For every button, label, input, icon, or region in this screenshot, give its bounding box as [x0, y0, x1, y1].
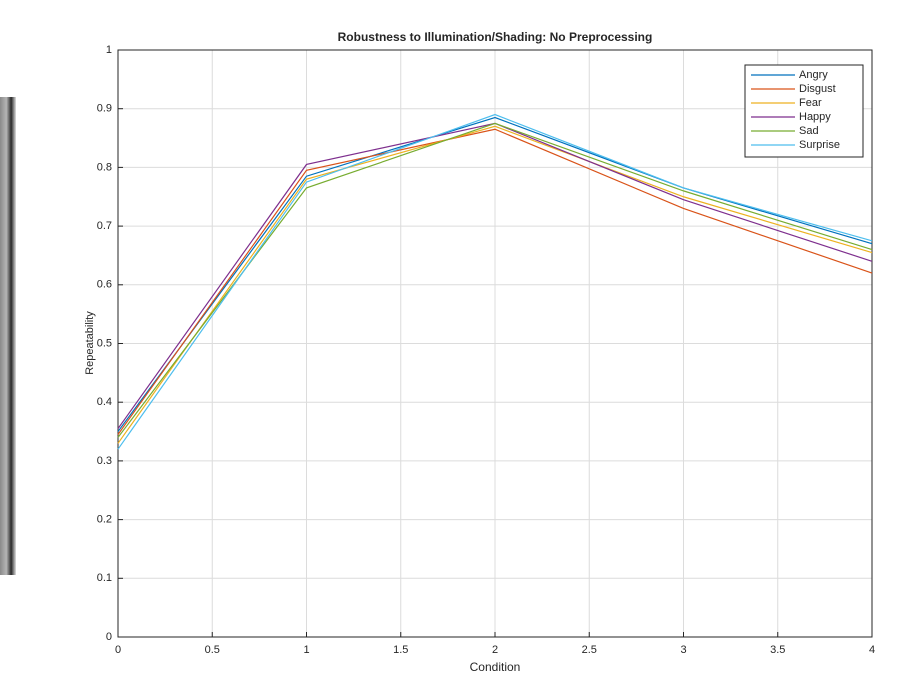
y-tick-label: 0.7	[97, 220, 112, 232]
legend-box	[744, 64, 864, 158]
series-line	[117, 116, 873, 432]
y-tick-label: 1	[106, 44, 112, 56]
x-tick-label: 0.5	[205, 644, 220, 656]
plot-frame	[117, 49, 873, 638]
y-tick-label: 0.9	[97, 103, 112, 115]
legend-label: Angry	[799, 69, 828, 81]
chart-title: Robustness to Illumination/Shading: No P…	[338, 30, 653, 44]
x-tick-label: 2.5	[582, 644, 597, 656]
y-tick-label: 0	[106, 631, 112, 643]
legend-label: Sad	[799, 125, 819, 137]
x-tick-label: 1.5	[393, 644, 408, 656]
y-tick-label: 0.5	[97, 337, 112, 349]
y-tick-label: 0.3	[97, 455, 112, 467]
series-line	[117, 128, 873, 435]
series-line	[117, 113, 873, 450]
series-line	[117, 125, 873, 444]
x-tick-label: 3	[680, 644, 686, 656]
y-axis-label: Repeatability	[84, 311, 96, 375]
x-tick-label: 2	[492, 644, 498, 656]
y-tick-label: 0.6	[97, 279, 112, 291]
legend-label: Fear	[799, 97, 822, 109]
y-tick-label: 0.8	[97, 161, 112, 173]
x-tick-label: 4	[869, 644, 875, 656]
x-tick-label: 3.5	[770, 644, 785, 656]
y-tick-label: 0.2	[97, 514, 112, 526]
y-tick-label: 0.4	[97, 396, 112, 408]
image-fragment	[0, 97, 16, 575]
legend-label: Happy	[799, 111, 831, 123]
x-tick-label: 1	[303, 644, 309, 656]
y-tick-label: 0.1	[97, 572, 112, 584]
x-axis-label: Condition	[470, 660, 521, 673]
x-tick-label: 0	[115, 644, 121, 656]
legend-label: Disgust	[799, 83, 836, 95]
legend-label: Surprise	[799, 139, 840, 151]
